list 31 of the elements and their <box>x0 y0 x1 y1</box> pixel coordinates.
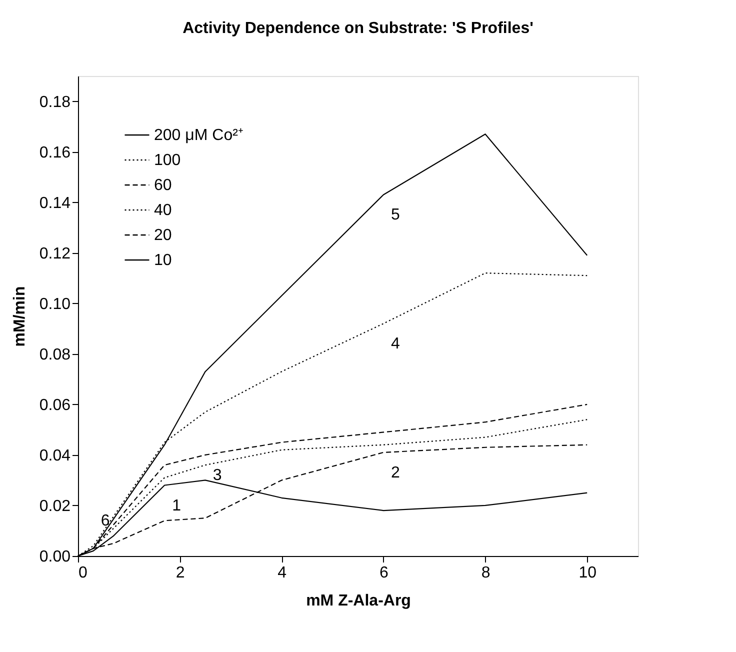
legend-label: 100 <box>154 152 181 169</box>
y-tick-label: 0.02 <box>39 498 71 515</box>
x-tick-label: 6 <box>380 564 388 582</box>
x-tick-label: 10 <box>578 564 597 582</box>
annotation: 1 <box>172 497 182 514</box>
legend-label: 40 <box>154 202 172 219</box>
x-tick-label: 8 <box>481 564 490 582</box>
legend-label: 10 <box>154 252 172 269</box>
y-tick-label: 0.04 <box>39 447 71 464</box>
y-axis-title: mM/min <box>11 286 28 347</box>
x-tick-label: 2 <box>176 564 185 582</box>
x-tick-label: 4 <box>278 564 287 582</box>
annotation: 3 <box>212 466 222 484</box>
y-tick-label: 0.16 <box>39 144 71 162</box>
annotation: 6 <box>100 512 110 530</box>
chart-title: Activity Dependence on Substrate: 'S Profiles' <box>182 20 534 37</box>
y-tick-label: 0.06 <box>39 396 71 414</box>
y-tick-label: 0.00 <box>39 548 71 566</box>
annotation: 4 <box>391 336 400 353</box>
y-tick-label: 0.12 <box>39 245 71 262</box>
x-tick-label: 0 <box>78 564 88 582</box>
y-tick-label: 0.18 <box>39 94 71 111</box>
y-tick-label: 0.10 <box>39 296 71 313</box>
annotation: 2 <box>391 464 400 482</box>
x-axis-title: mM Z-Ala-Arg <box>306 592 411 610</box>
legend-label: 20 <box>154 227 172 244</box>
y-tick-label: 0.14 <box>39 194 71 212</box>
legend-label: 200 μM Co²⁺ <box>154 127 243 144</box>
legend-label: 60 <box>154 177 172 194</box>
y-tick-label: 0.08 <box>39 346 71 364</box>
annotation: 5 <box>391 206 400 224</box>
